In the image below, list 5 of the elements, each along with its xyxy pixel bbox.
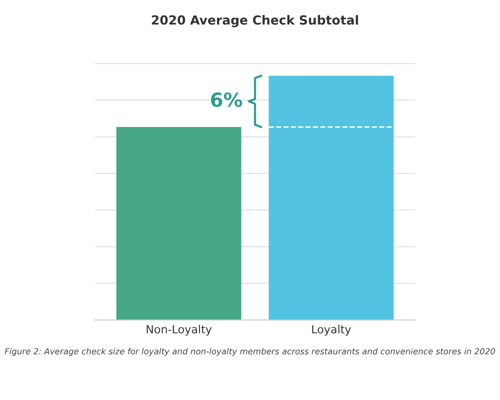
annotation: 6% [211,92,242,108]
x-tick-label: Loyalty [312,324,351,336]
caption: Figure 2: Average check size for loyalty and non-loyalty members across restaurants and convenience stores in 2020 [4,348,496,356]
x-tick-label: Non-Loyalty [146,324,212,336]
chart-title: 2020 Average Check Subtotal [152,15,358,28]
